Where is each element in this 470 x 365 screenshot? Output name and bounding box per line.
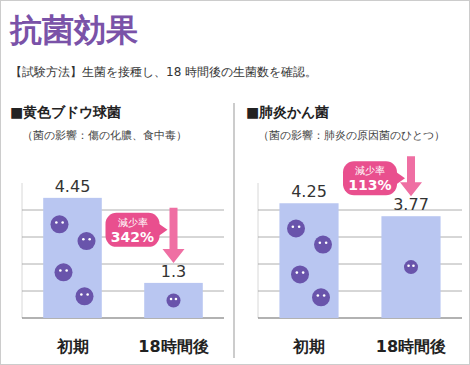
annotation-title: 減少率 xyxy=(118,217,148,228)
bacteria-eye xyxy=(323,294,326,297)
bacteria-icon xyxy=(287,219,305,237)
bar xyxy=(381,216,440,318)
chart-subtitle: （菌の影響：肺炎の原因菌のひとつ） xyxy=(258,129,445,142)
bacteria-eye xyxy=(298,225,301,228)
page-subtitle: 【試験方法】生菌を接種し、18 時間後の生菌数を確認。 xyxy=(10,65,317,79)
chart-title: ■肺炎かん菌 xyxy=(246,104,329,120)
reduction-arrow xyxy=(163,208,185,263)
bacteria-eye xyxy=(407,264,410,267)
divider xyxy=(234,103,235,358)
bacteria-eye xyxy=(59,269,62,272)
bacteria-eye xyxy=(82,238,85,241)
panel: ■肺炎かん菌 （菌の影響：肺炎の原因菌のひとつ） 4.25 3.77 初期 18時間後 減少… xyxy=(246,104,462,356)
bacteria-icon xyxy=(404,260,418,274)
chart-title: ■黄色ブドウ球菌 xyxy=(10,104,121,120)
bacteria-eye xyxy=(88,238,91,241)
page-title: 抗菌効果 xyxy=(9,11,138,49)
bacteria-eye xyxy=(412,264,415,267)
x-tick-label: 18時間後 xyxy=(376,337,446,356)
bacteria-eye xyxy=(65,269,68,272)
bars xyxy=(279,203,440,318)
chart-subtitle: （菌の影響：傷の化膿、食中毒） xyxy=(22,129,187,142)
bacteria-eye xyxy=(61,221,64,224)
chart-root: 抗菌効果【試験方法】生菌を接種し、18 時間後の生菌数を確認。 ■黄色ブドウ球菌 （… xyxy=(0,0,470,365)
bacteria-icon xyxy=(167,293,181,307)
bacteria-eye xyxy=(302,271,305,274)
x-tick-label: 初期 xyxy=(292,337,325,356)
data-label: 3.77 xyxy=(393,195,429,214)
bacteria-icon xyxy=(291,265,309,283)
x-tick-label: 18時間後 xyxy=(138,337,208,356)
bacteria-icon xyxy=(78,232,96,250)
bacteria-eye xyxy=(317,294,320,297)
bar xyxy=(279,203,338,318)
bubble xyxy=(106,213,160,247)
labels: 4.45 1.3 初期 18時間後 減少率342% xyxy=(55,177,209,356)
bacteria-eye xyxy=(55,221,58,224)
data-label: 1.3 xyxy=(161,262,186,281)
bacteria-eye xyxy=(175,298,178,301)
chart-svg: 抗菌効果【試験方法】生菌を接種し、18 時間後の生菌数を確認。 ■黄色ブドウ球菌 （… xyxy=(0,0,470,365)
reduction-arrow xyxy=(400,156,422,196)
bubble xyxy=(343,161,397,195)
x-tick-label: 初期 xyxy=(56,337,89,356)
bacteria-icon xyxy=(312,288,330,306)
y-axis xyxy=(258,183,259,318)
bacteria-icon xyxy=(314,236,332,254)
labels: 4.25 3.77 初期 18時間後 減少率113% xyxy=(291,156,446,356)
frame xyxy=(1,1,470,365)
bacteria-eye xyxy=(80,293,83,296)
bar xyxy=(144,283,203,318)
annotation-text: 113% xyxy=(348,177,391,193)
bars xyxy=(43,198,203,318)
annotation-text: 342% xyxy=(111,229,154,245)
bacteria-eye xyxy=(325,241,328,244)
annotation-title: 減少率 xyxy=(355,165,385,176)
y-axis xyxy=(22,183,23,318)
bacteria-icon xyxy=(51,215,69,233)
bacteria-eye xyxy=(292,225,295,228)
bacteria-icon xyxy=(55,263,73,281)
bacteria-icon xyxy=(76,287,94,305)
bacteria-eye xyxy=(86,293,89,296)
panel: ■黄色ブドウ球菌 （菌の影響：傷の化膿、食中毒） 4.45 1.3 初期 18時間後 減少率… xyxy=(10,104,224,356)
bacteria-eye xyxy=(170,298,173,301)
bacteria-eye xyxy=(319,241,322,244)
data-label: 4.45 xyxy=(55,177,91,196)
data-label: 4.25 xyxy=(291,182,327,201)
bar xyxy=(43,198,102,318)
bacteria-eye xyxy=(296,271,299,274)
